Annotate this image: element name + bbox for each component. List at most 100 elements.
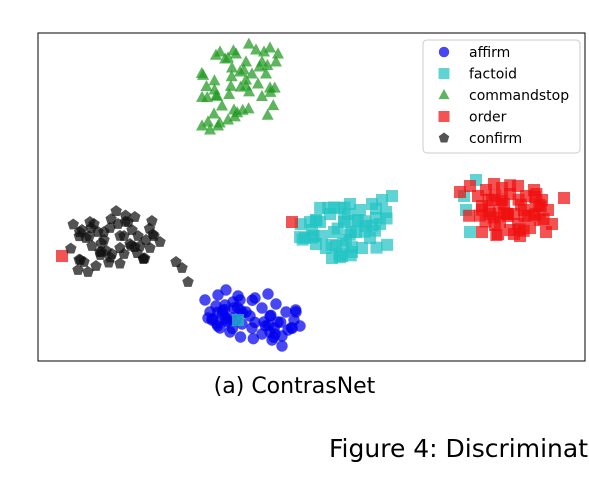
commandstop-point: [225, 70, 238, 82]
commandstop-point: [200, 79, 213, 92]
legend-item-factoid: factoid: [438, 67, 517, 83]
factoid-point: [464, 226, 476, 238]
affirm-point: [246, 294, 258, 306]
commandstop-point: [252, 77, 264, 89]
legend-item-commandstop: commandstop: [438, 88, 569, 104]
scatter-plot: affirm factoid commandstop order confirm: [37, 32, 586, 362]
commandstop-point: [253, 60, 266, 72]
confirm-point: [72, 264, 84, 275]
factoid-point: [370, 241, 383, 254]
confirm-point: [170, 256, 182, 267]
commandstop-point: [208, 107, 220, 119]
commandstop-point: [264, 41, 276, 53]
commandstop-point: [219, 52, 232, 64]
order-point: [286, 216, 298, 228]
order-point: [464, 180, 476, 192]
affirm-point: [276, 340, 288, 352]
commandstop-point: [223, 87, 236, 99]
legend-items: affirm factoid commandstop order confirm: [438, 45, 569, 147]
legend-item-affirm: affirm: [438, 45, 510, 61]
factoid-point: [354, 204, 366, 216]
commandstop-point: [242, 37, 255, 49]
series-order: [56, 178, 570, 262]
affirm-point: [247, 332, 260, 345]
confirm-point: [73, 230, 85, 242]
affirm-point: [262, 288, 274, 300]
confirm-point: [85, 222, 97, 233]
confirm-point: [182, 276, 194, 287]
commandstop-point: [250, 43, 262, 55]
commandstop-point: [237, 63, 250, 75]
confirm-point: [114, 229, 126, 241]
order-point: [482, 193, 495, 206]
commandstop-point: [240, 73, 252, 85]
factoid-point: [369, 202, 382, 215]
confirm-point: [118, 248, 130, 259]
commandstop-point: [195, 66, 208, 78]
order-point: [504, 179, 517, 192]
order-point: [517, 224, 530, 237]
commandstop-point: [261, 58, 274, 70]
factoid-point: [386, 190, 398, 202]
commandstop-point: [196, 119, 208, 131]
confirm-point: [95, 237, 108, 249]
legend-box: [422, 39, 581, 154]
commandstop-point: [209, 48, 222, 60]
order-point: [558, 192, 570, 204]
factoid-point: [325, 238, 338, 251]
confirm-point: [82, 266, 94, 277]
legend-label-confirm: confirm: [469, 131, 522, 147]
commandstop-point: [258, 45, 270, 57]
commandstop-point: [224, 79, 237, 91]
legend-marker-commandstop: [438, 88, 450, 100]
commandstop-point: [243, 85, 256, 97]
order-point: [490, 229, 503, 242]
commandstop-point: [202, 115, 214, 127]
factoid-point: [294, 231, 307, 244]
affirm-point: [199, 294, 211, 306]
legend-marker-factoid: [438, 68, 450, 79]
commandstop-point: [261, 108, 274, 120]
commandstop-point: [211, 89, 224, 101]
confirm-point: [110, 205, 122, 217]
legend-marker-order: [438, 111, 450, 122]
factoid-point: [356, 242, 368, 254]
order-point: [518, 209, 531, 222]
commandstop-point: [226, 61, 238, 73]
confirm-point: [90, 260, 102, 271]
legend: affirm factoid commandstop order confirm: [422, 39, 581, 154]
affirm-point: [220, 314, 232, 326]
affirm-point: [274, 316, 287, 328]
legend-label-factoid: factoid: [469, 67, 517, 83]
legend-label-affirm: affirm: [469, 45, 510, 61]
affirm-point: [286, 322, 298, 334]
factoid-point: [359, 215, 372, 228]
legend-marker-confirm: [438, 132, 450, 143]
factoid-point: [232, 314, 244, 326]
confirm-point: [74, 254, 87, 265]
factoid-point: [344, 249, 357, 262]
affirm-point: [211, 320, 224, 332]
order-point: [476, 226, 488, 238]
order-point: [515, 198, 528, 211]
order-point: [473, 209, 486, 222]
commandstop-point: [272, 47, 284, 59]
affirm-point: [289, 304, 302, 316]
affirm-point: [219, 303, 231, 316]
confirm-point: [147, 228, 159, 240]
commandstop-point: [267, 99, 280, 111]
legend-marker-affirm: [438, 46, 450, 58]
order-point: [540, 226, 552, 238]
affirm-point: [256, 302, 268, 314]
affirm-point: [249, 316, 261, 329]
commandstop-point: [208, 74, 221, 86]
subfigure-caption: (a) ContrasNet: [213, 374, 376, 399]
confirm-point: [102, 256, 115, 268]
commandstop-point: [264, 85, 277, 97]
order-point: [463, 209, 476, 222]
order-point: [56, 250, 68, 262]
factoid-point: [381, 238, 394, 251]
factoid-point: [333, 251, 346, 264]
order-point: [498, 207, 511, 220]
factoid-point: [345, 225, 358, 238]
